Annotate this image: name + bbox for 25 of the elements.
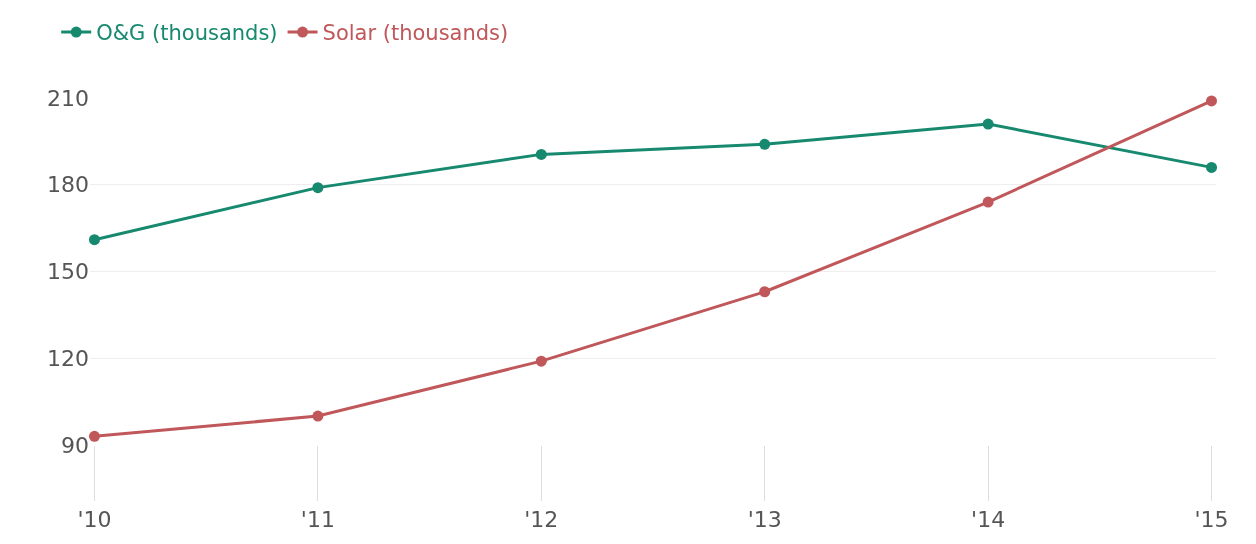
point <box>312 182 324 194</box>
point <box>312 410 324 422</box>
point <box>1206 95 1218 107</box>
x-tick-label: '14 <box>971 507 1006 533</box>
legend-label: Solar (thousands) <box>322 21 509 46</box>
y-tick-label: 150 <box>47 259 89 285</box>
point <box>88 430 100 442</box>
point <box>1206 161 1218 173</box>
point <box>759 138 771 150</box>
x-tick-label: '12 <box>524 507 559 533</box>
x-tick-label: '10 <box>77 507 112 533</box>
point <box>982 118 994 130</box>
point <box>535 148 547 160</box>
x-tick-label: '11 <box>300 507 335 533</box>
y-tick-label: 90 <box>61 432 89 458</box>
y-tick-label: 180 <box>47 172 89 198</box>
y-tick-label: 120 <box>47 345 89 371</box>
x-tick-label: '15 <box>1194 507 1229 533</box>
point <box>982 196 994 208</box>
point <box>535 355 547 367</box>
legend-label: O&G (thousands) <box>96 21 278 46</box>
x-tick-label: '13 <box>747 507 782 533</box>
y-tick-label: 210 <box>47 85 89 111</box>
point <box>759 286 771 298</box>
point <box>88 234 100 246</box>
